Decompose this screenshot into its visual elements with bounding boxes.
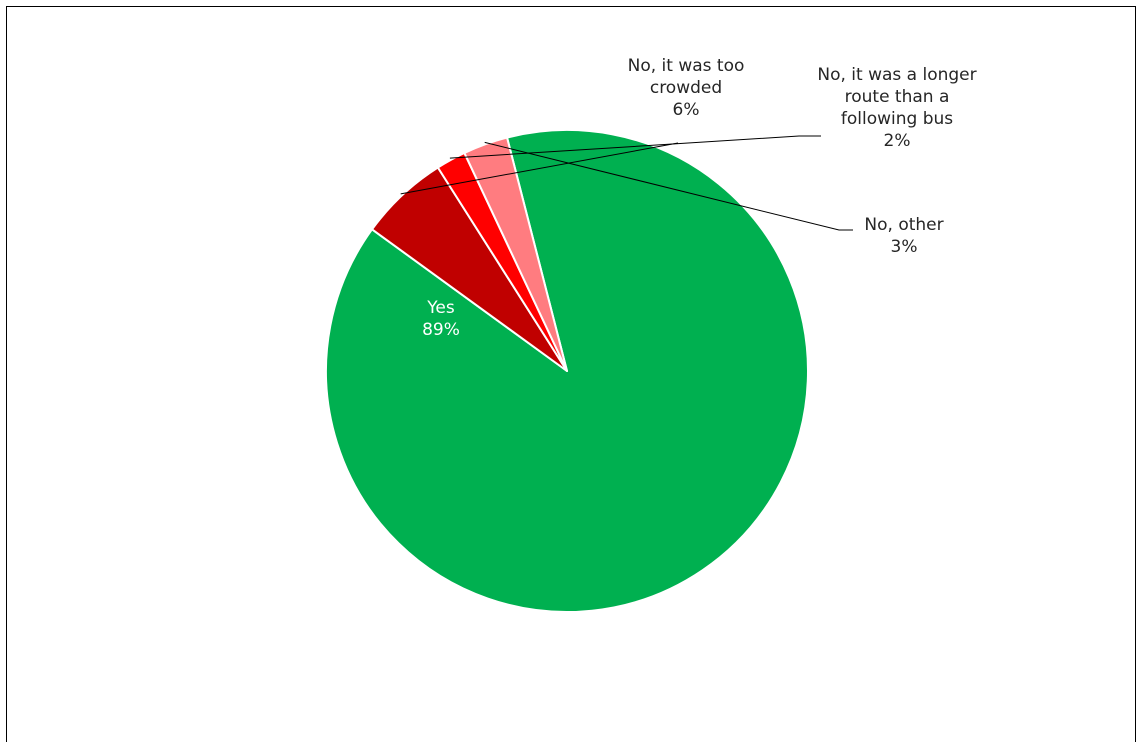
slice-category-label: Yes (426, 298, 455, 318)
slice-value-label: 2% (884, 131, 911, 151)
slice-value-label: 6% (673, 100, 700, 120)
pie-slices (325, 129, 809, 613)
leader-line (400, 142, 679, 195)
pie-slice (463, 136, 568, 372)
slice-category-label: route than a (845, 87, 950, 107)
slice-category-label: following bus (841, 109, 953, 129)
slice-label: No, other 3% (864, 215, 943, 257)
slice-label: No, it was a longer route than a following… (817, 65, 976, 151)
leader-line (484, 141, 853, 231)
slice-category-label: No, it was too (628, 56, 745, 76)
leader-line (449, 135, 821, 159)
slice-label: No, it was too crowded 6% (628, 56, 745, 120)
leader-lines (400, 135, 853, 231)
slice-category-label: No, it was a longer (817, 65, 976, 85)
slice-category-label: No, other (864, 215, 943, 235)
slice-label: Yes 89% (422, 298, 460, 340)
slice-value-label: 3% (891, 237, 918, 257)
slice-category-label: crowded (650, 78, 722, 98)
chart-frame: Yes 89% No, it was too crowded 6% No, it was … (6, 6, 1136, 742)
slice-labels: Yes 89%No, it was too crowded 6%No, it was … (422, 56, 977, 340)
slice-value-label: 89% (422, 320, 460, 340)
pie-chart: Yes 89%No, it was too crowded 6%No, it was … (325, 56, 977, 613)
